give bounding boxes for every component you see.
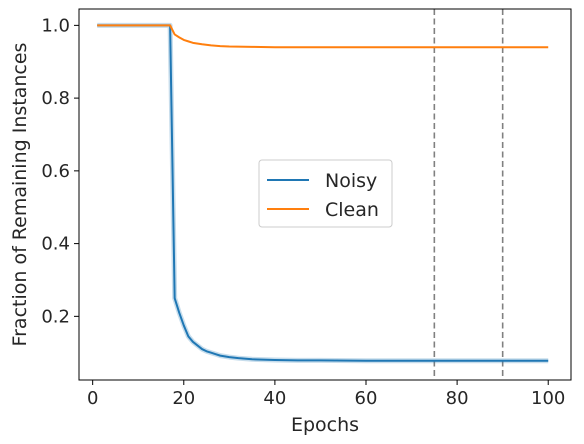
reference-lines xyxy=(433,9,504,380)
x-tick-label: 20 xyxy=(172,388,195,409)
y-tick-label: 1.0 xyxy=(41,15,70,36)
x-tick-label: 80 xyxy=(446,388,469,409)
y-axis-label: Fraction of Remaining Instances xyxy=(9,43,31,347)
legend-label-clean: Clean xyxy=(325,199,379,221)
y-tick-label: 0.6 xyxy=(41,161,70,182)
x-axis-label: Epochs xyxy=(291,414,359,436)
plot-area-frame xyxy=(78,8,572,381)
x-tick-label: 60 xyxy=(355,388,378,409)
y-tick-label: 0.4 xyxy=(41,234,70,255)
y-axis-ticks: 0.2 0.4 0.6 0.8 1.0 xyxy=(41,15,79,327)
legend: Noisy Clean xyxy=(258,159,393,228)
x-tick-label: 40 xyxy=(263,388,286,409)
y-tick-label: 0.2 xyxy=(41,306,70,327)
series-line-noisy xyxy=(97,24,549,362)
y-tick-label: 0.8 xyxy=(41,88,70,109)
x-tick-label: 0 xyxy=(87,388,98,409)
x-axis-ticks: 0 20 40 60 80 100 xyxy=(87,380,565,409)
plot-series xyxy=(97,22,549,364)
legend-box xyxy=(258,159,393,228)
series-line-clean xyxy=(97,24,549,49)
legend-label-noisy: Noisy xyxy=(325,170,377,192)
x-tick-label: 100 xyxy=(531,388,565,409)
